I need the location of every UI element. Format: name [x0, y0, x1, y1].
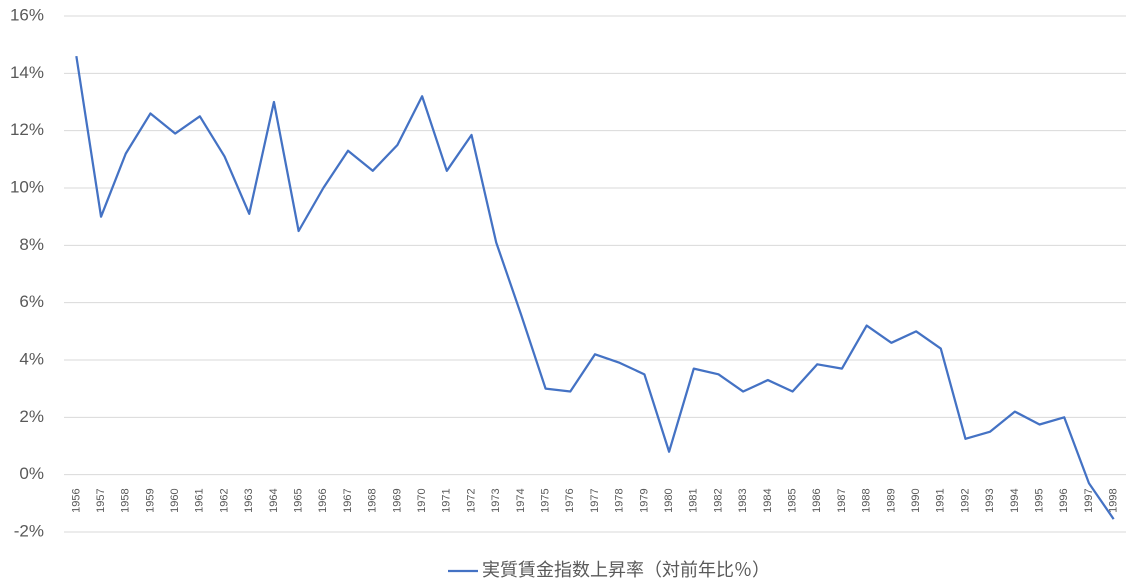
x-tick-label: 1991 [935, 488, 947, 512]
data-line [75, 55, 1115, 520]
x-tick-label: 1958 [120, 488, 132, 512]
x-tick-label: 1965 [293, 488, 305, 512]
y-tick-label: 6% [19, 292, 44, 311]
x-tick-label: 1989 [885, 488, 897, 512]
y-tick-label: 2% [19, 407, 44, 426]
y-tick-label: -2% [14, 521, 44, 540]
x-tick-label: 1981 [688, 488, 700, 512]
x-tick-label: 1971 [441, 488, 453, 512]
x-tick-label: 1982 [712, 488, 724, 512]
x-tick-label: 1968 [367, 488, 379, 512]
x-tick-label: 1957 [95, 488, 107, 512]
x-tick-label: 1987 [836, 488, 848, 512]
x-tick-label: 1996 [1058, 488, 1070, 512]
x-tick-label: 1974 [515, 488, 527, 512]
x-tick-label: 1963 [243, 488, 255, 512]
x-tick-label: 1998 [1108, 488, 1120, 512]
x-tick-label: 1983 [737, 488, 749, 512]
x-tick-label: 1992 [959, 488, 971, 512]
x-tick-label: 1962 [218, 488, 230, 512]
y-tick-label: 8% [19, 235, 44, 254]
x-tick-label: 1956 [70, 488, 82, 512]
x-tick-label: 1995 [1033, 488, 1045, 512]
x-tick-label: 1986 [811, 488, 823, 512]
x-tick-label: 1969 [391, 488, 403, 512]
x-tick-label: 1967 [342, 488, 354, 512]
x-tick-label: 1976 [564, 488, 576, 512]
legend-label: 実質賃金指数上昇率（対前年比％） [482, 560, 770, 580]
x-tick-label: 1985 [786, 488, 798, 512]
x-tick-label: 1959 [144, 488, 156, 512]
x-tick-label: 1990 [910, 488, 922, 512]
x-tick-label: 1978 [614, 488, 626, 512]
x-tick-label: 1997 [1083, 488, 1095, 512]
x-tick-label: 1970 [416, 488, 428, 512]
x-tick-label: 1961 [194, 488, 206, 512]
x-tick-label: 1988 [861, 488, 873, 512]
y-tick-label: 4% [19, 349, 44, 368]
x-tick-label: 1977 [589, 488, 601, 512]
x-tick-label: 1994 [1009, 488, 1021, 512]
y-tick-label: 10% [10, 177, 44, 196]
y-tick-label: 14% [10, 63, 44, 82]
x-tick-label: 1975 [540, 488, 552, 512]
x-tick-label: 1980 [663, 488, 675, 512]
y-tick-label: 12% [10, 120, 44, 139]
x-tick-label: 1979 [638, 488, 650, 512]
x-tick-label: 1993 [984, 488, 996, 512]
x-tick-label: 1960 [169, 488, 181, 512]
x-tick-label: 1973 [490, 488, 502, 512]
x-tick-label: 1964 [268, 488, 280, 512]
y-tick-label: 0% [19, 464, 44, 483]
x-tick-label: 1966 [317, 488, 329, 512]
y-tick-label: 16% [10, 5, 44, 24]
x-tick-label: 1984 [762, 488, 774, 512]
x-tick-label: 1972 [465, 488, 477, 512]
